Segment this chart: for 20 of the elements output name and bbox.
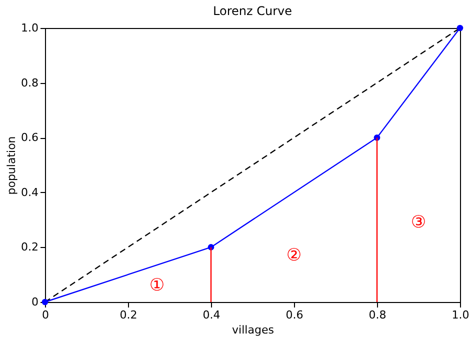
point: [42, 298, 48, 306]
point: [456, 24, 464, 32]
x-tick-label: 1.0: [452, 308, 470, 322]
annotation: ②: [286, 245, 302, 266]
y-tick-label: 0.8: [21, 76, 38, 90]
y-tick-label: 0: [32, 296, 38, 308]
annotation: ③: [410, 212, 426, 233]
x-tick-label: 0.2: [120, 308, 138, 322]
annotation: ①: [149, 276, 165, 296]
x-axis-title: villages: [232, 324, 274, 336]
y-tick-label: 0.2: [21, 240, 38, 254]
y-tick-label: 0.4: [21, 186, 38, 199]
x-tick-label: 0.4: [202, 308, 220, 322]
chart-title: Lorenz Curve: [213, 4, 292, 18]
y-tick-label: 0.6: [21, 131, 38, 144]
x-tick-label: 0: [42, 308, 49, 322]
x-tick-label: 0.6: [286, 308, 304, 322]
y-tick-label: 1.0: [21, 22, 38, 34]
y-axis-title: population: [5, 136, 18, 195]
x-tick-label: 0.8: [368, 308, 386, 322]
